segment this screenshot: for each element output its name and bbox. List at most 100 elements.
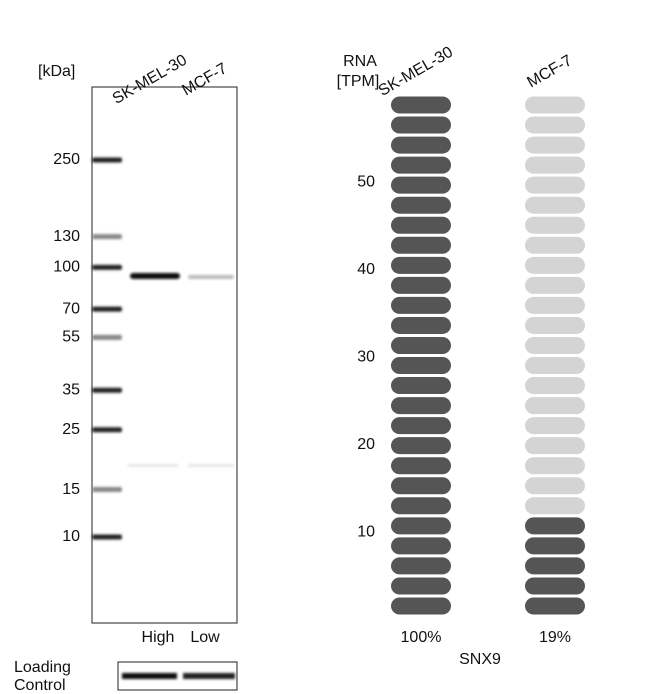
- lane-label: MCF-7: [524, 52, 575, 91]
- ladder-band: [92, 487, 122, 493]
- band: [188, 275, 234, 279]
- pill: [391, 196, 451, 214]
- pill: [391, 176, 451, 194]
- pill: [391, 457, 451, 475]
- marker-label: 10: [62, 528, 80, 545]
- pill: [525, 196, 585, 214]
- pill: [391, 537, 451, 555]
- percent-label: 19%: [539, 629, 571, 646]
- pill: [391, 357, 451, 375]
- pill: [525, 116, 585, 134]
- y-tick-label: 50: [357, 174, 375, 191]
- gene-label: SNX9: [459, 651, 501, 668]
- blot-frame: [91, 86, 238, 624]
- pill: [525, 176, 585, 194]
- pill: [525, 477, 585, 495]
- percent-label: 100%: [401, 629, 442, 646]
- pill: [391, 336, 451, 354]
- y-label: RNA: [343, 53, 377, 70]
- band: [128, 464, 178, 467]
- pill: [391, 256, 451, 274]
- y-tick-label: 30: [357, 349, 375, 366]
- band: [130, 273, 180, 279]
- lane-label: SK-MEL-30: [376, 44, 456, 100]
- marker-label: 100: [53, 259, 80, 276]
- pill: [391, 437, 451, 455]
- pill: [525, 577, 585, 595]
- y-label: [TPM]: [337, 73, 380, 90]
- pill: [525, 96, 585, 114]
- pill: [391, 116, 451, 134]
- loading-label: Loading: [14, 659, 71, 676]
- ladder-band: [92, 334, 122, 340]
- marker-label: 25: [62, 421, 80, 438]
- pill: [391, 557, 451, 575]
- pill: [525, 377, 585, 395]
- y-tick-label: 10: [357, 524, 375, 541]
- pill: [525, 136, 585, 154]
- pill: [525, 437, 585, 455]
- pill: [525, 236, 585, 254]
- pill: [525, 316, 585, 334]
- y-tick-label: 40: [357, 261, 375, 278]
- ladder-band: [92, 427, 122, 433]
- pill: [391, 517, 451, 535]
- expression-label: Low: [190, 629, 220, 646]
- ladder: [92, 157, 122, 540]
- pill: [391, 417, 451, 435]
- ladder-band: [92, 264, 122, 270]
- marker-label: 55: [62, 329, 80, 346]
- pill: [525, 537, 585, 555]
- marker-label: 250: [53, 151, 80, 168]
- pill: [525, 417, 585, 435]
- pill: [391, 597, 451, 615]
- pill: [525, 216, 585, 234]
- marker-label: 130: [53, 228, 80, 245]
- pill-column: [391, 96, 451, 615]
- ladder-band: [92, 534, 122, 540]
- pill: [391, 377, 451, 395]
- y-tick-label: 20: [357, 436, 375, 453]
- pill: [525, 357, 585, 375]
- pill: [391, 136, 451, 154]
- ladder-band: [92, 234, 122, 240]
- unit-label: [kDa]: [38, 63, 75, 80]
- pill: [525, 457, 585, 475]
- pill: [391, 296, 451, 314]
- sample-bands: [128, 273, 234, 467]
- pill: [391, 156, 451, 174]
- pill: [391, 497, 451, 515]
- loading-label: Control: [14, 677, 66, 694]
- ladder-band: [92, 157, 122, 163]
- marker-label: 35: [62, 382, 80, 399]
- pill: [525, 156, 585, 174]
- pill: [391, 477, 451, 495]
- pill: [525, 557, 585, 575]
- pill: [525, 397, 585, 415]
- band: [188, 464, 234, 467]
- marker-label: 15: [62, 481, 80, 498]
- pill: [525, 336, 585, 354]
- pill: [391, 276, 451, 294]
- pill: [391, 316, 451, 334]
- band: [183, 673, 235, 679]
- loading-bands: [122, 673, 235, 679]
- pill: [391, 397, 451, 415]
- pill-column: [525, 96, 585, 615]
- marker-label: 70: [62, 300, 80, 317]
- pill: [525, 296, 585, 314]
- expression-label: High: [142, 629, 175, 646]
- pill: [391, 96, 451, 114]
- pill: [525, 256, 585, 274]
- pill: [525, 276, 585, 294]
- pill: [391, 236, 451, 254]
- pill: [525, 597, 585, 615]
- ladder-band: [92, 387, 122, 393]
- ladder-band: [92, 306, 122, 312]
- pill: [525, 497, 585, 515]
- pill: [391, 577, 451, 595]
- band: [122, 673, 177, 679]
- pill: [391, 216, 451, 234]
